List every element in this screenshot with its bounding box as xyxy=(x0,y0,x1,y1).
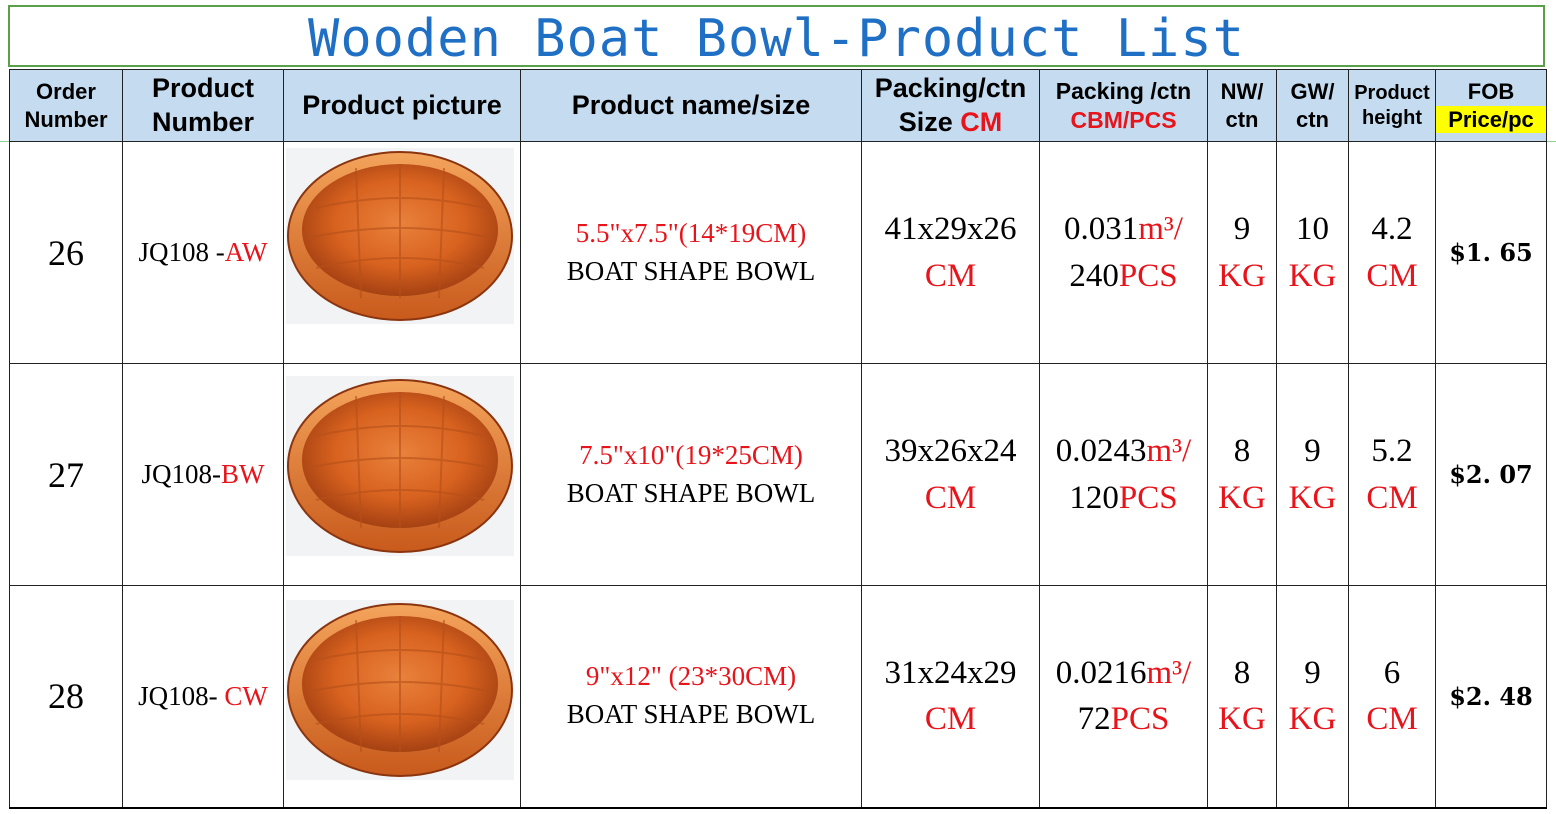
net-weight: 8 KG xyxy=(1207,585,1277,809)
product-number: JQ108 -AW xyxy=(122,141,284,364)
product-table: Order Number Product Number Product pictur… xyxy=(9,69,1547,809)
product-height: 6 CM xyxy=(1348,585,1436,809)
wooden-bowl-image xyxy=(286,148,514,324)
packing-size: 31x24x29 CM xyxy=(861,585,1040,809)
fob-price: $2. 07 xyxy=(1435,363,1547,586)
gross-weight: 10 KG xyxy=(1276,141,1349,364)
table-row: 27 JQ108-BW 7.5"x10"(19*25CM) BOAT SHAPE … xyxy=(9,363,1547,586)
table-row: 28 JQ108- CW 9"x12" (23*30CM) BOAT SHAPE … xyxy=(9,585,1547,809)
packing-size: 41x29x26 CM xyxy=(861,141,1040,364)
product-height: 4.2 CM xyxy=(1348,141,1436,364)
product-picture xyxy=(283,363,521,586)
product-number: JQ108- CW xyxy=(122,585,284,809)
gross-weight: 9 KG xyxy=(1276,585,1349,809)
packing-cbm: 0.0243m³/120PCS xyxy=(1039,363,1208,586)
packing-cbm: 0.0216m³/72PCS xyxy=(1039,585,1208,809)
product-height: 5.2 CM xyxy=(1348,363,1436,586)
header-row: Order Number Product Number Product pictur… xyxy=(9,69,1547,142)
net-weight: 8 KG xyxy=(1207,363,1277,586)
fob-price: $1. 65 xyxy=(1435,141,1547,364)
order-number: 26 xyxy=(9,141,123,364)
header-product-name: Product name/size xyxy=(520,69,862,142)
order-number: 27 xyxy=(9,363,123,586)
header-order-number: Order Number xyxy=(9,69,123,142)
wooden-bowl-image xyxy=(286,376,514,556)
product-name: 5.5"x7.5"(14*19CM) BOAT SHAPE BOWL xyxy=(520,141,862,364)
packing-size: 39x26x24 CM xyxy=(861,363,1040,586)
product-name: 9"x12" (23*30CM) BOAT SHAPE BOWL xyxy=(520,585,862,809)
gross-weight: 9 KG xyxy=(1276,363,1349,586)
header-product-height: Product height xyxy=(1348,69,1436,142)
header-packing-cbm: Packing /ctn CBM/PCS xyxy=(1039,69,1208,142)
header-fob-price: FOB Price/pc xyxy=(1435,69,1547,142)
product-number: JQ108-BW xyxy=(122,363,284,586)
fob-price: $2. 48 xyxy=(1435,585,1547,809)
title-box: Wooden Boat Bowl-Product List xyxy=(8,5,1545,67)
header-packing-size: Packing/ctn Size CM xyxy=(861,69,1040,142)
header-product-picture: Product picture xyxy=(283,69,521,142)
product-picture xyxy=(283,141,521,364)
net-weight: 9 KG xyxy=(1207,141,1277,364)
header-nw: NW/ctn xyxy=(1207,69,1277,142)
product-name: 7.5"x10"(19*25CM) BOAT SHAPE BOWL xyxy=(520,363,862,586)
product-picture xyxy=(283,585,521,809)
wooden-bowl-image xyxy=(286,600,514,780)
order-number: 28 xyxy=(9,585,123,809)
table-row: 26 JQ108 -AW 5.5"x7.5"(14*19CM) BOAT SHAP… xyxy=(9,141,1547,364)
page-title: Wooden Boat Bowl-Product List xyxy=(308,9,1245,69)
packing-cbm: 0.031m³/240PCS xyxy=(1039,141,1208,364)
header-product-number: Product Number xyxy=(122,69,284,142)
header-gw: GW/ctn xyxy=(1276,69,1349,142)
